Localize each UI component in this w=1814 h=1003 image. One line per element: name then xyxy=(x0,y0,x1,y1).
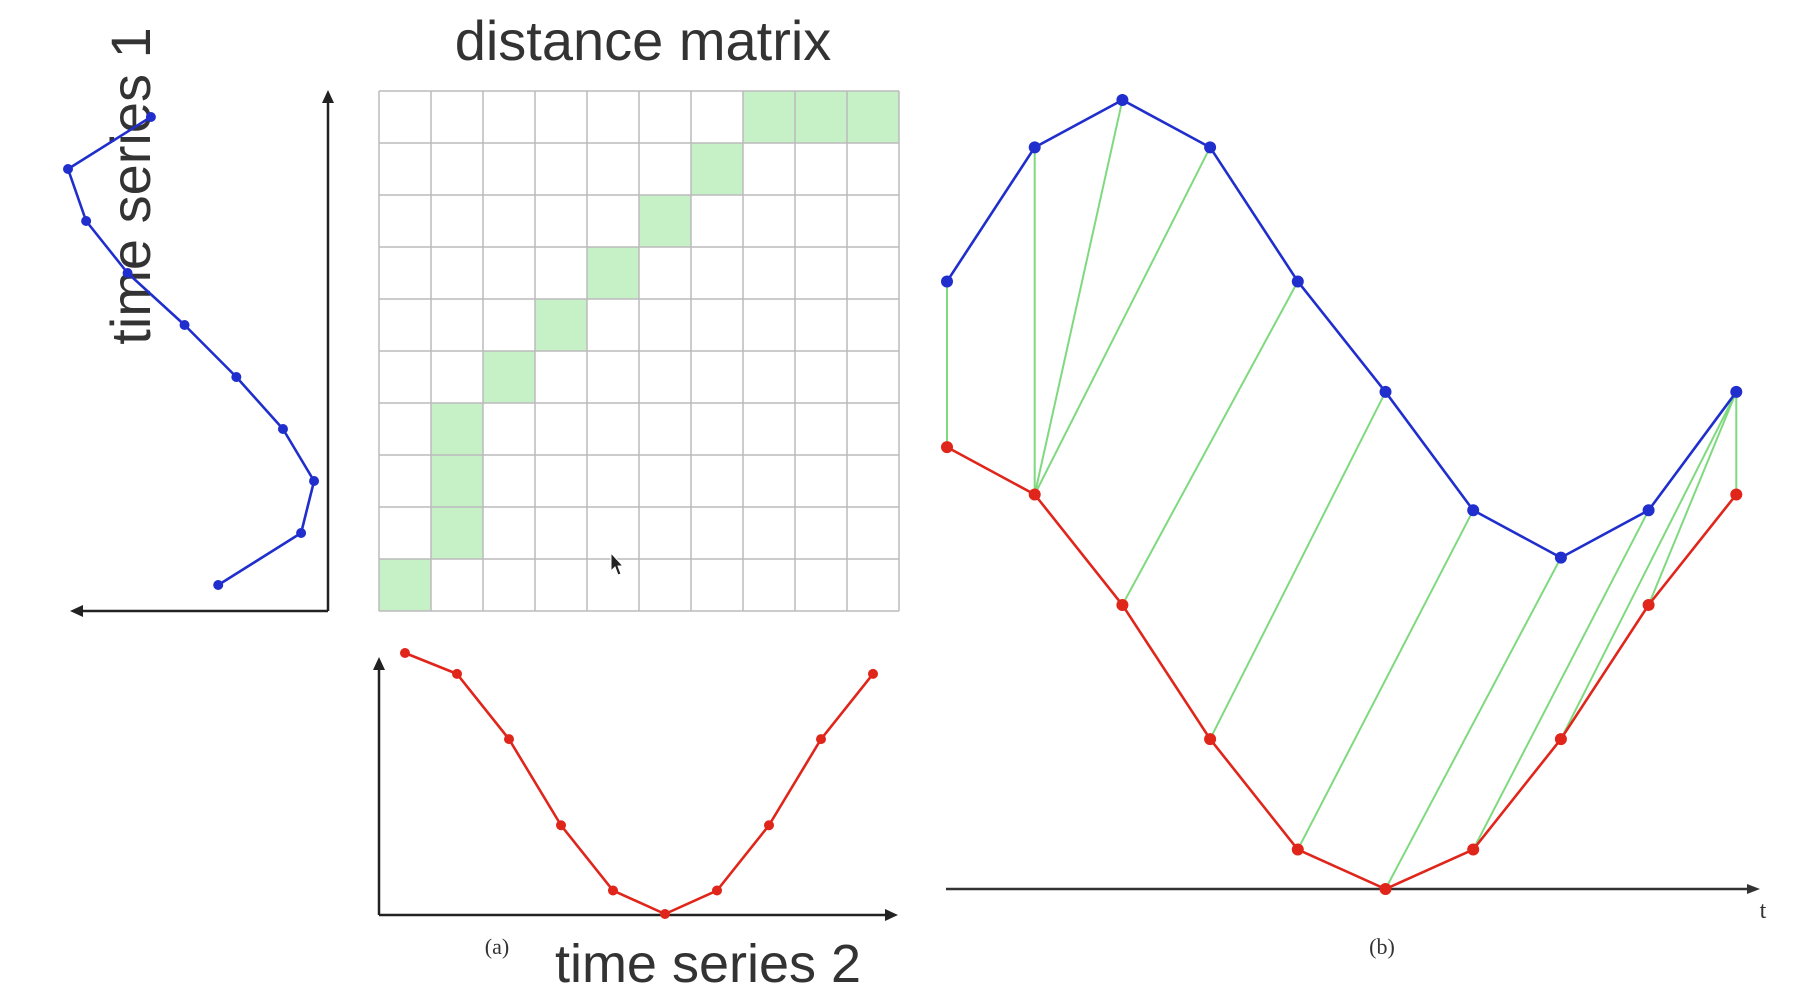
series-point xyxy=(277,424,288,434)
series-point xyxy=(1116,94,1129,106)
series-line xyxy=(404,651,875,916)
alignment-line xyxy=(1209,391,1387,740)
series2-label: time series 2 xyxy=(555,934,861,994)
warp-path-cell xyxy=(691,143,743,195)
series-point xyxy=(296,528,307,538)
series-point xyxy=(231,372,242,382)
alignment-plot xyxy=(941,94,1760,895)
series-point xyxy=(868,668,878,679)
series2-y-axis-arrow xyxy=(373,657,385,670)
matrix-grid xyxy=(378,90,900,612)
series-point xyxy=(452,668,462,679)
warp-path-cell xyxy=(431,403,483,455)
series-point xyxy=(1730,385,1743,398)
series-point xyxy=(1028,141,1041,154)
series-point xyxy=(1116,598,1129,611)
series-point xyxy=(1554,551,1567,564)
series-point xyxy=(660,909,670,919)
warp-path-cell xyxy=(639,195,691,247)
series-line xyxy=(945,98,1738,559)
alignment-line xyxy=(1647,391,1738,606)
series2-curve xyxy=(400,648,878,919)
panel-b-label: (b) xyxy=(1369,934,1395,959)
panel-a-label: (a) xyxy=(485,934,509,959)
series-point xyxy=(608,885,618,896)
alignment-line xyxy=(1384,557,1562,890)
series-point xyxy=(504,734,514,745)
alignment-line xyxy=(1121,280,1299,606)
series-point xyxy=(81,216,92,226)
warp-path-cell xyxy=(379,559,431,611)
warp-path-cell xyxy=(431,507,483,559)
series-point xyxy=(941,441,953,454)
warp-path-cell xyxy=(431,455,483,507)
warp-path-cell xyxy=(483,351,535,403)
series-point xyxy=(556,820,566,831)
warp-path-cell xyxy=(743,91,795,143)
series1-label: time series 1 xyxy=(99,27,162,344)
series-point xyxy=(1291,843,1304,856)
distance-matrix xyxy=(378,90,900,612)
series-point xyxy=(145,112,156,122)
series-point xyxy=(1291,275,1304,288)
alignment-lines xyxy=(946,99,1738,890)
series2-x-axis-arrow xyxy=(885,909,898,921)
aligned-series2-curve xyxy=(941,441,1743,895)
series1-x-axis-arrow xyxy=(70,605,83,617)
warp-path-cell xyxy=(587,247,639,299)
t-axis-arrow xyxy=(1747,884,1760,894)
series-line xyxy=(66,115,316,587)
series-point xyxy=(1467,504,1480,517)
series2-plot xyxy=(373,648,898,921)
series-point xyxy=(1467,843,1480,856)
series-point xyxy=(1379,385,1392,398)
series1-y-axis-arrow xyxy=(322,90,334,103)
warp-path-cell xyxy=(795,91,847,143)
series-point xyxy=(1642,504,1655,517)
series-line xyxy=(946,446,1738,891)
series-point xyxy=(941,275,953,288)
series-point xyxy=(122,268,133,278)
alignment-line xyxy=(1033,99,1124,495)
series-point xyxy=(400,648,410,658)
alignment-line xyxy=(1296,509,1475,851)
warp-path-cell xyxy=(535,299,587,351)
series-point xyxy=(309,476,320,486)
series-point xyxy=(1204,733,1217,746)
series1-plot xyxy=(63,90,334,617)
series-point xyxy=(63,164,73,174)
series-point xyxy=(1730,488,1743,501)
series-point xyxy=(1204,141,1217,154)
matrix-title: distance matrix xyxy=(455,9,832,72)
warp-path-cell xyxy=(847,91,899,143)
aligned-series1-curve xyxy=(941,94,1743,564)
series-point xyxy=(1379,883,1392,895)
series-point xyxy=(1554,733,1567,746)
series-point xyxy=(213,580,224,590)
series-point xyxy=(179,320,190,330)
series-point xyxy=(764,820,774,831)
series-point xyxy=(712,885,722,896)
mouse-cursor-icon xyxy=(610,551,625,576)
alignment-line xyxy=(1033,146,1211,495)
series1-curve xyxy=(63,112,320,590)
series-point xyxy=(1028,488,1041,501)
alignment-line xyxy=(1472,509,1650,851)
series-point xyxy=(1642,598,1655,611)
series-point xyxy=(816,734,826,745)
t-axis-label: t xyxy=(1760,898,1767,924)
alignment-line xyxy=(1560,391,1738,740)
